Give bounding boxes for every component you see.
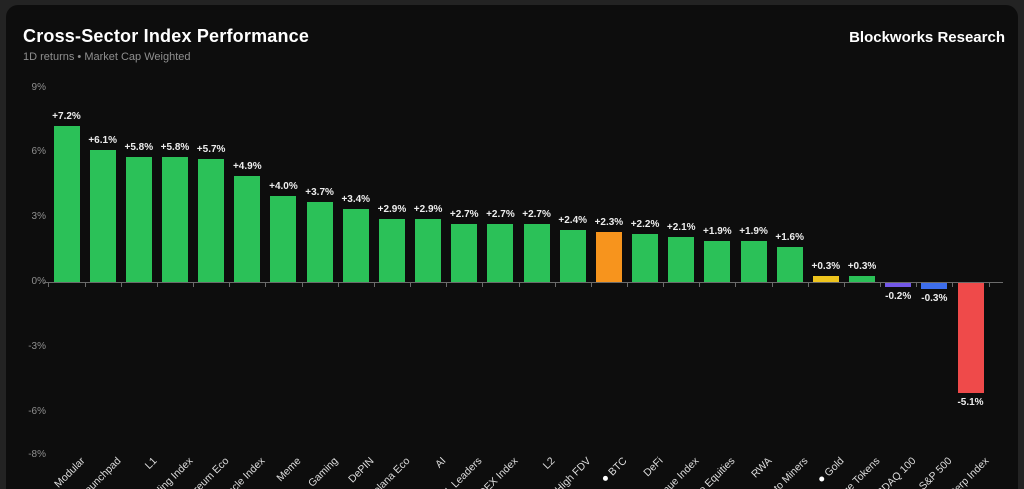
bar-depin[interactable] [342, 208, 369, 282]
y-axis-tick-label: 6% [31, 146, 46, 158]
axis-tick [193, 283, 195, 287]
axis-tick [771, 283, 773, 287]
y-axis-tick-label: 9% [31, 81, 46, 93]
bar-value-label: +2.7% [449, 208, 479, 220]
axis-tick [337, 283, 339, 287]
bar-value-label: +3.4% [341, 193, 371, 205]
bar-exchange-tokens[interactable] [849, 275, 876, 282]
bar-launchpad[interactable] [89, 150, 116, 282]
bar-value-label: +4.9% [232, 161, 262, 173]
axis-tick [265, 283, 267, 287]
bar-defi[interactable] [632, 234, 659, 282]
axis-tick [880, 283, 882, 287]
bar-value-label: +5.8% [160, 141, 190, 153]
chart-panel: Cross-Sector Index Performance 1D return… [6, 5, 1018, 489]
axis-tick [410, 283, 412, 287]
brand-label: Blockworks Research [849, 29, 1005, 46]
bar-gaming[interactable] [306, 202, 333, 282]
axis-tick [120, 283, 122, 287]
bar-ai[interactable] [415, 219, 442, 282]
axis-tick [988, 283, 990, 287]
axis-tick [916, 283, 918, 287]
bar-value-label: +2.4% [558, 215, 588, 227]
axis-tick [156, 283, 158, 287]
axis-tick [663, 283, 665, 287]
bar-value-label: +5.7% [196, 143, 226, 155]
bar-value-label: -0.2% [885, 291, 912, 303]
bar-value-label: +2.2% [630, 219, 660, 231]
y-axis-tick-label: -6% [28, 405, 46, 417]
bar-l2[interactable] [523, 223, 550, 282]
bar-ethereum-eco[interactable] [198, 158, 225, 282]
axis-tick [590, 283, 592, 287]
bar-rwa[interactable] [740, 240, 767, 282]
bar-oracle-index[interactable] [234, 176, 261, 282]
bar-value-label: +6.1% [88, 135, 117, 147]
bar-s-p-500[interactable] [921, 283, 948, 290]
bar-meme[interactable] [270, 195, 297, 282]
bar-value-label: +2.7% [522, 208, 551, 220]
bar-value-label: +2.3% [594, 217, 624, 229]
highlight-dot-icon [817, 475, 825, 483]
bar-value-label: +4.0% [269, 180, 298, 192]
x-axis-label-modular: Modular [51, 455, 87, 489]
bar-chart: 9% 6% 3% 0% -3% -6% -8% +7.2% Modular +6.1% Launch… [6, 5, 1018, 489]
bar-nasdaq-100[interactable] [885, 283, 912, 288]
y-axis-tick-label: 0% [31, 276, 46, 287]
bar-perp-index[interactable] [957, 283, 984, 394]
axis-tick [373, 283, 375, 287]
axis-tick [446, 283, 448, 287]
bar-crypto-equities[interactable] [704, 240, 731, 282]
bar-value-label: +7.2% [52, 111, 81, 123]
bar-lending-index[interactable] [161, 156, 188, 282]
bar-value-label: +2.1% [666, 221, 696, 233]
bar-tvl-leaders[interactable] [451, 223, 478, 282]
bar-value-label: +1.9% [739, 225, 768, 237]
bar-crypto-miners[interactable] [776, 247, 803, 282]
axis-tick [84, 283, 86, 287]
axis-tick [952, 283, 954, 287]
y-axis-tick-label: 3% [31, 211, 46, 223]
bar-high-fdv[interactable] [559, 230, 586, 282]
bar-modular[interactable] [53, 126, 80, 282]
bar-value-label: +2.7% [486, 208, 515, 220]
bar-value-label: -0.3% [921, 293, 948, 305]
axis-tick [699, 283, 701, 287]
bar-solana-eco[interactable] [378, 219, 405, 282]
bar-revenue-index[interactable] [668, 236, 695, 282]
y-axis-tick-label: -3% [28, 340, 46, 352]
page-subtitle: 1D returns • Market Cap Weighted [23, 51, 191, 63]
axis-tick [626, 283, 628, 287]
bar-value-label: +2.9% [377, 204, 407, 216]
bar-gold[interactable] [812, 275, 839, 282]
axis-tick [843, 283, 845, 287]
bar-value-label: +3.7% [305, 187, 334, 199]
bar-value-label: +1.9% [703, 225, 732, 237]
axis-tick [554, 283, 556, 287]
highlight-dot-icon [601, 474, 609, 482]
bar-value-label: +0.3% [811, 260, 841, 272]
axis-tick [229, 283, 231, 287]
bar-value-label: -5.1% [957, 397, 984, 409]
axis-tick [48, 283, 50, 287]
bar-value-label: +0.3% [847, 260, 877, 272]
bar-btc[interactable] [595, 232, 622, 282]
axis-tick [301, 283, 303, 287]
axis-tick [735, 283, 737, 287]
bar-l1[interactable] [125, 156, 152, 282]
y-axis-tick-label: -8% [28, 448, 46, 460]
bar-value-label: +1.6% [775, 232, 804, 244]
bar-dex-index[interactable] [487, 223, 514, 282]
bar-value-label: +2.9% [413, 204, 443, 216]
x-axis-line [44, 282, 1003, 283]
axis-tick [807, 283, 809, 287]
page-title: Cross-Sector Index Performance [23, 26, 310, 46]
axis-tick [518, 283, 520, 287]
axis-tick [482, 283, 484, 287]
bar-value-label: +5.8% [124, 141, 154, 153]
